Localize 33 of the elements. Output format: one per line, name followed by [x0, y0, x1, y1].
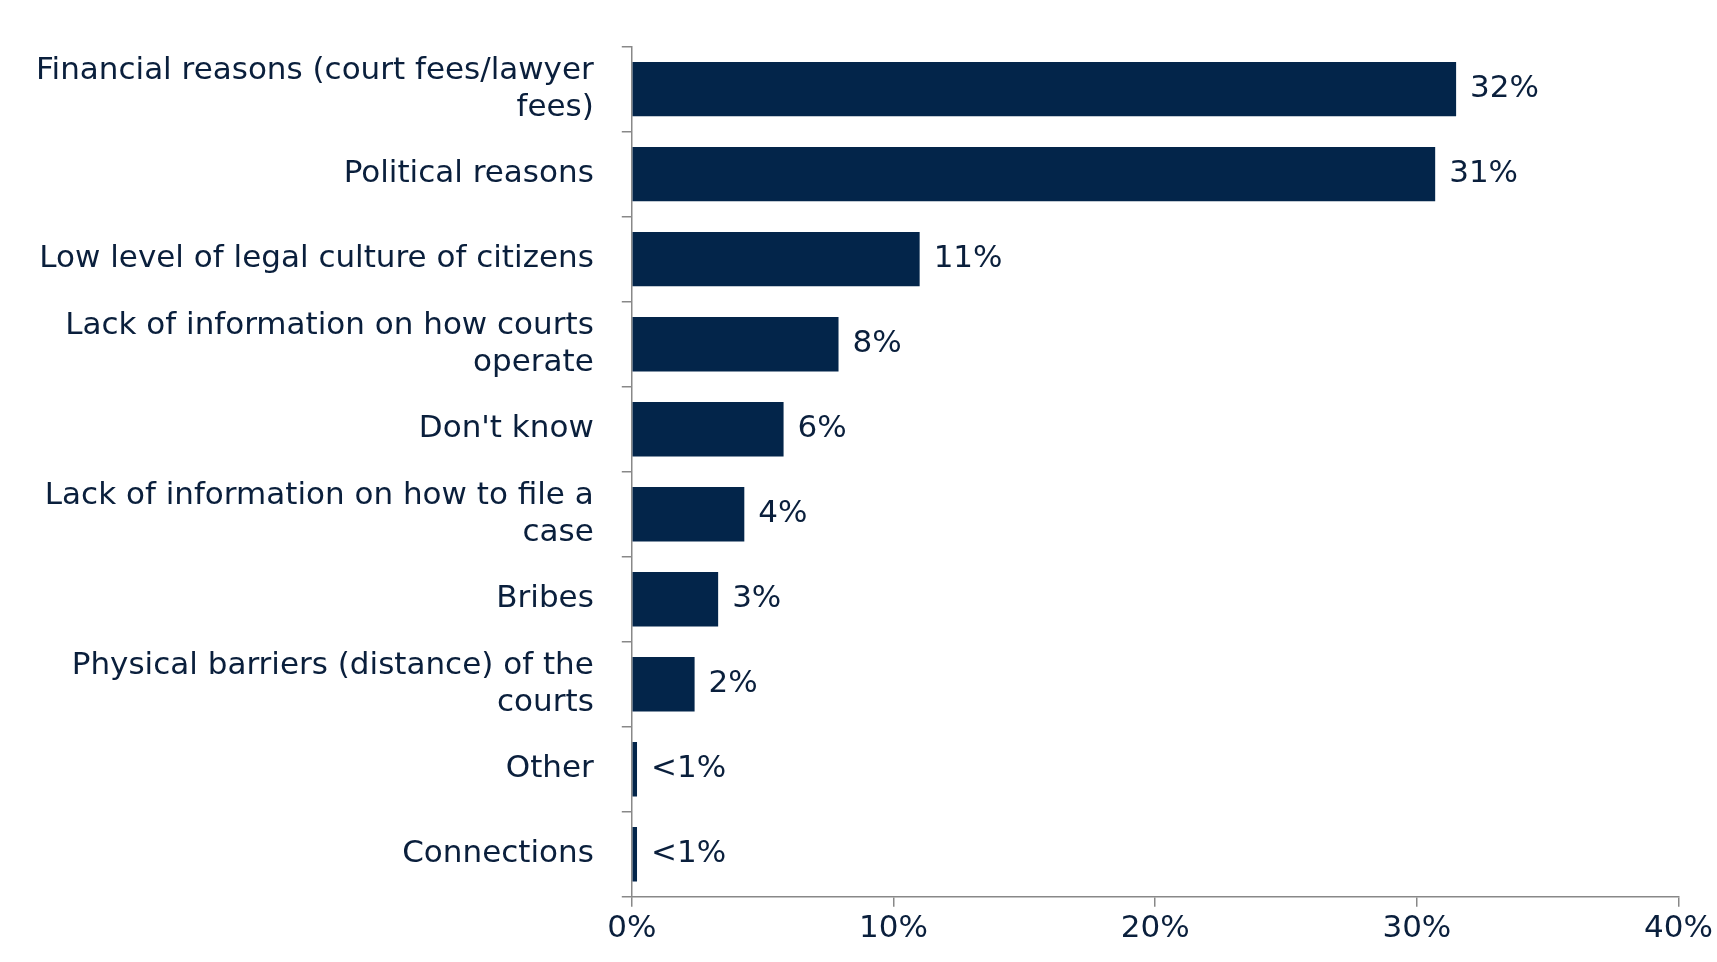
data-label: 8%	[852, 323, 902, 360]
x-tick-label: 10%	[859, 908, 928, 945]
x-tick-label: 30%	[1382, 908, 1452, 945]
bar	[632, 401, 784, 457]
y-tick-label: Bribes	[496, 578, 594, 615]
bar	[632, 657, 695, 712]
bar	[632, 146, 1436, 202]
data-label: 11%	[933, 238, 1003, 275]
data-label: 32%	[1470, 68, 1540, 105]
y-tick-label: Other	[505, 748, 595, 785]
bar	[632, 231, 920, 287]
data-label: 3%	[732, 578, 782, 615]
data-label: 4%	[758, 493, 808, 530]
data-label: 2%	[708, 663, 758, 700]
y-tick-label: Lack of information on how courts operate	[65, 304, 594, 378]
data-label: <1%	[651, 748, 727, 785]
x-tick-label: 40%	[1644, 908, 1713, 945]
data-label: <1%	[651, 833, 727, 870]
y-tick-label: Low level of legal culture of citizens	[39, 238, 594, 275]
bar	[632, 61, 1457, 117]
y-tick-label: Don't know	[418, 408, 594, 445]
bar	[632, 572, 719, 627]
y-tick-label: Financial reasons (court fees/lawyer fees)	[35, 49, 595, 123]
y-tick-label: Connections	[402, 833, 594, 870]
data-label: 31%	[1449, 153, 1519, 190]
data-label: 6%	[797, 408, 847, 445]
x-tick-label: 0%	[607, 908, 657, 945]
bar	[632, 487, 745, 542]
y-tick-label: Physical barriers (distance) of the courts	[71, 644, 594, 718]
x-tick-label: 20%	[1120, 908, 1190, 945]
y-tick-label: Political reasons	[343, 153, 594, 190]
bar	[632, 316, 839, 372]
y-tick-label: Lack of information on how to file a case	[44, 474, 594, 548]
